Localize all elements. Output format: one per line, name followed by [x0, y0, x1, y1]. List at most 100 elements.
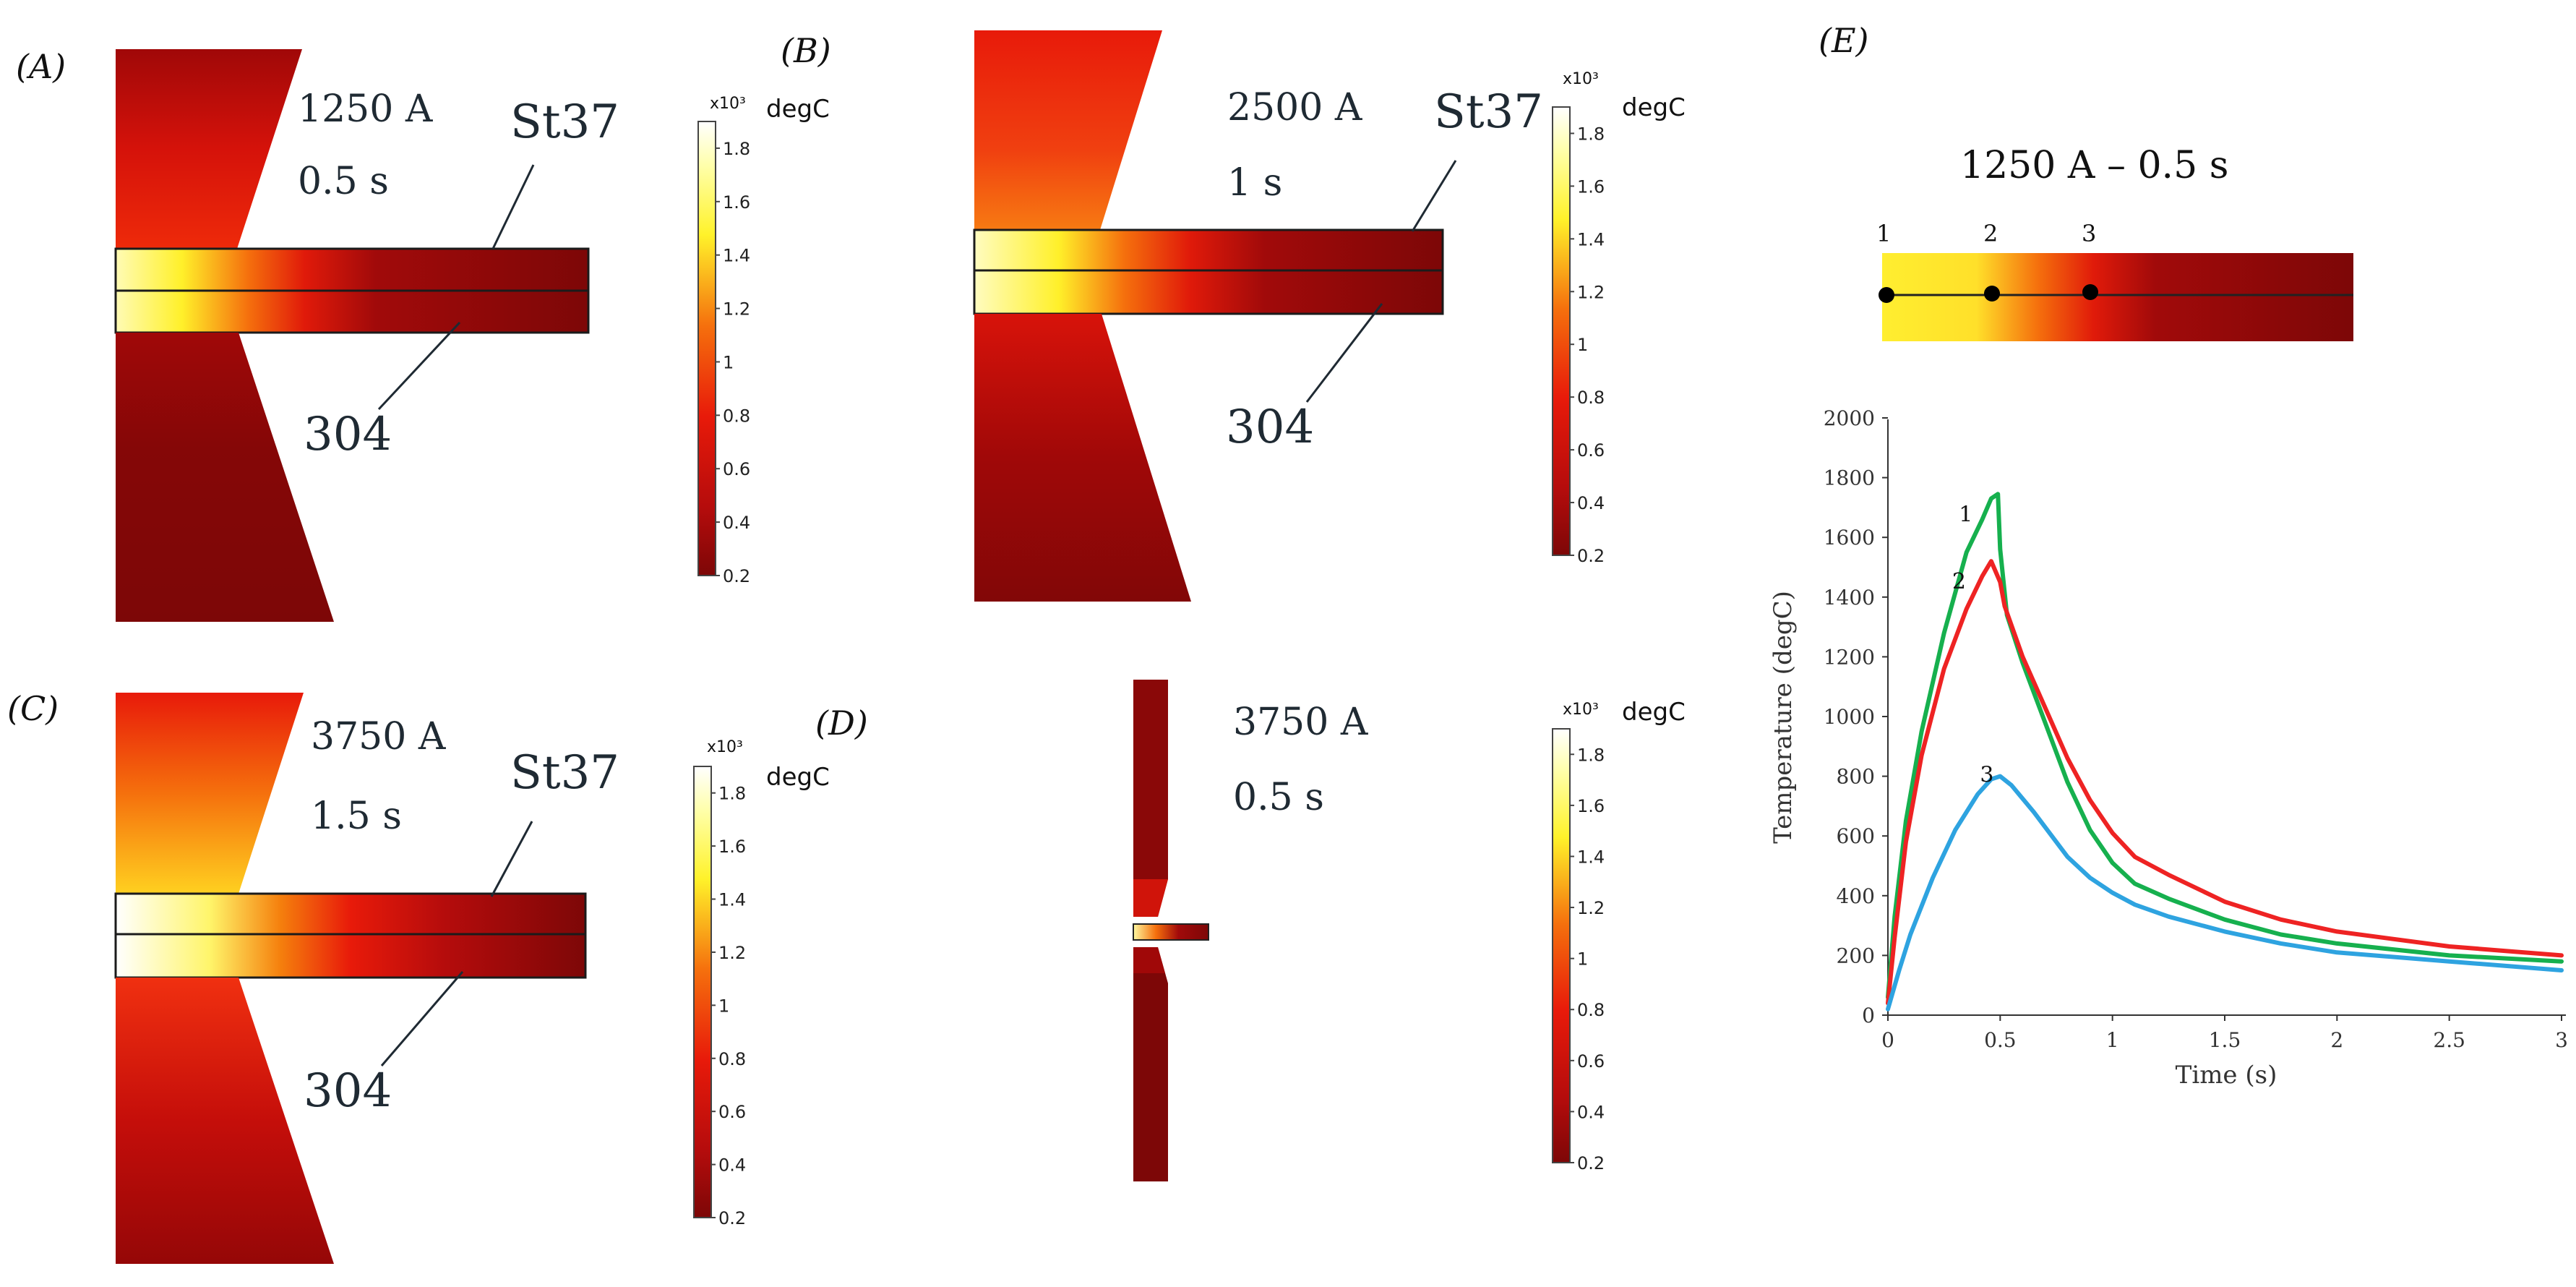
colorbar-tick-label: 1.2: [718, 943, 746, 963]
colorbar-tick-label: 1.2: [723, 299, 750, 320]
chart-x-label: Time (s): [2176, 1061, 2277, 1090]
panel-c-upper-material: St37: [510, 746, 619, 800]
panel-a: (A) 1250 A 0.5 s St37 304: [16, 47, 619, 622]
colorbar-d-ticks: 1.8 1.6 1.4 1.2 1 0.8 0.6 0.4 0.2: [1570, 745, 1605, 1173]
panel-b-lower-material: 304: [1226, 401, 1314, 454]
colorbar-tick-label: 1.6: [718, 837, 746, 857]
colorbar-b: x10³ degC 1.8 1.6 1.4 1.2 1 0.8 0.6 0.4 0.2: [1552, 70, 1686, 566]
panel-b-time: 1 s: [1227, 161, 1282, 205]
panel-d-lower-electrode: [1133, 947, 1168, 1181]
colorbar-tick-label: 0.6: [1577, 440, 1605, 461]
panel-a-upper-material: St37: [510, 95, 619, 149]
chart-x-ticks: 0 0.5 1 1.5 2 2.5 3: [1881, 1015, 2568, 1052]
leader-line-icon: [380, 971, 464, 1066]
colorbar-tick-label: 0.4: [723, 513, 750, 533]
sample-point-marker-icon: [1984, 286, 2000, 302]
panel-c-upper-electrode: [116, 693, 304, 894]
colorbar-tick-label: 0.2: [723, 566, 750, 586]
colorbar-b-multiplier: x10³: [1563, 70, 1599, 88]
colorbar-c-scale: [693, 766, 712, 1218]
colorbar-c: x10³ degC 1.8 1.6 1.4 1.2 1 0.8 0.6 0.4 0.2: [693, 738, 830, 1228]
panel-e-weld-strip: [1882, 253, 2353, 341]
colorbar-tick-label: 1: [1577, 949, 1588, 970]
chart-series-label-3: 3: [1980, 763, 1993, 788]
colorbar-c-unit: degC: [766, 763, 830, 792]
colorbar-a-unit: degC: [766, 95, 830, 124]
panel-a-time: 0.5 s: [298, 160, 389, 203]
chart-y-tick-label: 800: [1837, 765, 1875, 789]
panel-e: (E) 1250 A – 0.5 s 1 2 3: [1819, 21, 2353, 341]
panel-a-lower-material: 304: [304, 408, 392, 461]
chart-series-line-3: [1886, 774, 2564, 1012]
panel-a-upper-electrode: [116, 49, 302, 249]
colorbar-tick-label: 0.2: [1577, 1153, 1605, 1173]
panel-e-point-3-label: 3: [2082, 220, 2096, 247]
colorbar-tick-label: 0.2: [1577, 546, 1605, 566]
panel-d: (D) 3750 A 0.5 s: [815, 680, 1369, 1181]
leader-line-icon: [377, 321, 461, 411]
panel-d-label: (D): [815, 704, 868, 743]
colorbar-tick-label: 1.4: [1577, 847, 1605, 867]
panel-e-label: (E): [1819, 21, 1868, 60]
chart-y-tick-label: 400: [1837, 884, 1875, 908]
panel-c-weld-strip: [114, 892, 587, 979]
chart-y-tick-label: 0: [1862, 1004, 1875, 1027]
panel-a-label: (A): [16, 47, 66, 86]
colorbar-d: x10³ degC 1.8 1.6 1.4 1.2 1 0.8 0.6 0.4 0.2: [1552, 698, 1686, 1173]
leader-line-icon: [1305, 303, 1383, 403]
chart-y-label: Temperature (degC): [1769, 591, 1798, 844]
colorbar-c-ticks: 1.8 1.6 1.4 1.2 1 0.8 0.6 0.4 0.2: [711, 784, 746, 1228]
sample-point-marker-icon: [1879, 287, 1894, 303]
panel-a-lower-electrode: [116, 333, 334, 622]
panel-c-time: 1.5 s: [311, 795, 402, 838]
colorbar-a-scale: [697, 121, 716, 576]
colorbar-tick-label: 0.6: [718, 1102, 746, 1122]
colorbar-a: x10³ degC 1.8 1.6 1.4 1.2 1 0.8 0.6 0.4 0.2: [697, 95, 830, 586]
chart-series-line-2: [1886, 559, 2564, 1006]
leader-line-icon: [491, 164, 535, 249]
panel-a-current: 1250 A: [298, 87, 434, 131]
panel-e-strip-title: 1250 A – 0.5 s: [1960, 144, 2228, 187]
chart-series-label-2: 2: [1952, 569, 1966, 594]
panel-d-current: 3750 A: [1233, 701, 1369, 744]
chart-y-tick-label: 200: [1837, 944, 1875, 967]
panel-b-current: 2500 A: [1227, 86, 1363, 129]
panel-e-point-2-label: 2: [1983, 220, 1998, 247]
chart-x-tick-label: 2.5: [2433, 1028, 2465, 1052]
leader-line-icon: [1411, 160, 1457, 232]
colorbar-tick-label: 0.8: [1577, 1000, 1605, 1020]
colorbar-b-unit: degC: [1622, 93, 1686, 122]
colorbar-tick-label: 0.4: [1577, 493, 1605, 513]
colorbar-tick-label: 1.8: [718, 784, 746, 804]
chart-x-tick-label: 2: [2330, 1028, 2343, 1052]
panel-b-lower-electrode: [974, 314, 1191, 602]
colorbar-tick-label: 1: [718, 996, 729, 1016]
chart-y-tick-label: 1400: [1824, 586, 1875, 610]
colorbar-tick-label: 1.8: [1577, 745, 1605, 765]
colorbar-a-multiplier: x10³: [710, 95, 746, 113]
colorbar-tick-label: 1.4: [718, 890, 746, 910]
colorbar-a-ticks: 1.8 1.6 1.4 1.2 1 0.8 0.6 0.4 0.2: [716, 139, 750, 586]
colorbar-tick-label: 0.6: [1577, 1051, 1605, 1072]
chart-x-tick-label: 1.5: [2209, 1028, 2241, 1052]
colorbar-c-multiplier: x10³: [707, 738, 743, 756]
chart-y-tick-label: 600: [1837, 824, 1875, 848]
colorbar-tick-label: 1.4: [723, 246, 750, 266]
colorbar-tick-label: 0.4: [1577, 1102, 1605, 1122]
panel-b-weld-strip: [973, 228, 1444, 315]
chart-x-tick-label: 0.5: [1984, 1028, 2017, 1052]
colorbar-d-multiplier: x10³: [1563, 701, 1599, 719]
colorbar-tick-label: 1.8: [1577, 124, 1605, 144]
colorbar-tick-label: 0.8: [1577, 388, 1605, 408]
panel-c-lower-material: 304: [304, 1064, 392, 1118]
panel-b-upper-electrode: [974, 30, 1162, 230]
panel-c-lower-electrode: [116, 978, 334, 1264]
panel-b-label: (B): [781, 31, 831, 70]
panel-c-label: (C): [7, 689, 59, 728]
panel-d-upper-tip: [1133, 879, 1168, 917]
chart-y-tick-label: 1200: [1824, 645, 1875, 669]
colorbar-tick-label: 0.6: [723, 459, 750, 479]
chart-x-tick-label: 1: [2106, 1028, 2119, 1052]
colorbar-tick-label: 1.6: [1577, 176, 1605, 197]
